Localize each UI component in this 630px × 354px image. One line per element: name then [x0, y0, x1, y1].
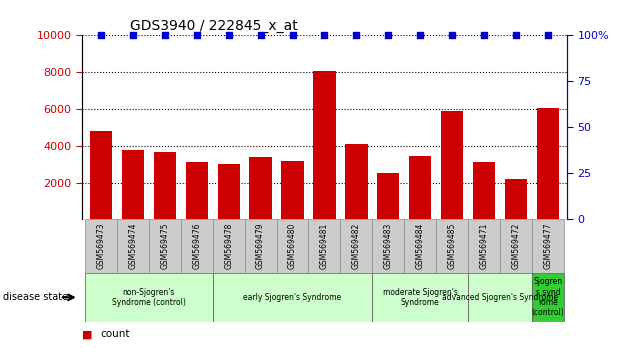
Bar — [505, 179, 527, 219]
Bar — [186, 162, 208, 219]
Bar — [277, 219, 309, 273]
Point — [447, 33, 457, 38]
Point — [352, 33, 362, 38]
Text: GSM569482: GSM569482 — [352, 223, 361, 269]
Text: GSM569479: GSM569479 — [256, 223, 265, 269]
Text: GSM569483: GSM569483 — [384, 223, 392, 269]
Bar — [532, 273, 564, 322]
Text: GSM569473: GSM569473 — [96, 223, 106, 269]
Text: moderate Sjogren's
Syndrome: moderate Sjogren's Syndrome — [383, 288, 457, 307]
Bar — [309, 219, 340, 273]
Text: non-Sjogren's
Syndrome (control): non-Sjogren's Syndrome (control) — [112, 288, 186, 307]
Bar — [213, 219, 244, 273]
Text: GSM569476: GSM569476 — [192, 223, 202, 269]
Bar — [473, 162, 495, 219]
Bar — [213, 273, 372, 322]
Bar — [85, 273, 213, 322]
Text: Sjogren
s synd
rome
(control): Sjogren s synd rome (control) — [532, 277, 564, 318]
Point — [479, 33, 489, 38]
Text: GSM569478: GSM569478 — [224, 223, 233, 269]
Bar — [117, 219, 149, 273]
Bar — [244, 219, 277, 273]
Bar — [181, 219, 213, 273]
Point — [415, 33, 425, 38]
Bar — [537, 108, 559, 219]
Text: ■: ■ — [82, 329, 93, 339]
Point — [287, 33, 297, 38]
Text: GSM569477: GSM569477 — [543, 223, 553, 269]
Bar — [500, 219, 532, 273]
Bar — [404, 219, 436, 273]
Point — [511, 33, 521, 38]
Bar — [217, 164, 240, 219]
Point — [319, 33, 329, 38]
Bar — [377, 173, 399, 219]
Bar — [532, 219, 564, 273]
Bar — [372, 219, 404, 273]
Bar — [345, 144, 367, 219]
Bar — [372, 273, 468, 322]
Bar — [154, 152, 176, 219]
Bar — [122, 149, 144, 219]
Point — [160, 33, 170, 38]
Point — [224, 33, 234, 38]
Text: disease state: disease state — [3, 292, 68, 302]
Bar — [85, 219, 117, 273]
Text: count: count — [101, 329, 130, 339]
Bar — [468, 219, 500, 273]
Text: GSM569474: GSM569474 — [129, 223, 137, 269]
Bar — [436, 219, 468, 273]
Bar — [149, 219, 181, 273]
Point — [256, 33, 266, 38]
Bar — [90, 131, 112, 219]
Text: GSM569480: GSM569480 — [288, 223, 297, 269]
Bar — [313, 71, 336, 219]
Point — [128, 33, 138, 38]
Text: GSM569472: GSM569472 — [512, 223, 520, 269]
Text: GSM569484: GSM569484 — [416, 223, 425, 269]
Text: early Sjogren's Syndrome: early Sjogren's Syndrome — [243, 293, 341, 302]
Text: GSM569471: GSM569471 — [479, 223, 488, 269]
Point — [96, 33, 106, 38]
Text: GSM569485: GSM569485 — [447, 223, 457, 269]
Point — [192, 33, 202, 38]
Bar — [441, 111, 463, 219]
Point — [543, 33, 553, 38]
Text: GDS3940 / 222845_x_at: GDS3940 / 222845_x_at — [130, 19, 298, 33]
Text: GSM569475: GSM569475 — [161, 223, 169, 269]
Bar — [282, 161, 304, 219]
Bar — [249, 157, 272, 219]
Bar — [468, 273, 532, 322]
Text: advanced Sjogren's Syndrome: advanced Sjogren's Syndrome — [442, 293, 558, 302]
Point — [383, 33, 393, 38]
Text: GSM569481: GSM569481 — [320, 223, 329, 269]
Bar — [409, 156, 432, 219]
Bar — [340, 219, 372, 273]
